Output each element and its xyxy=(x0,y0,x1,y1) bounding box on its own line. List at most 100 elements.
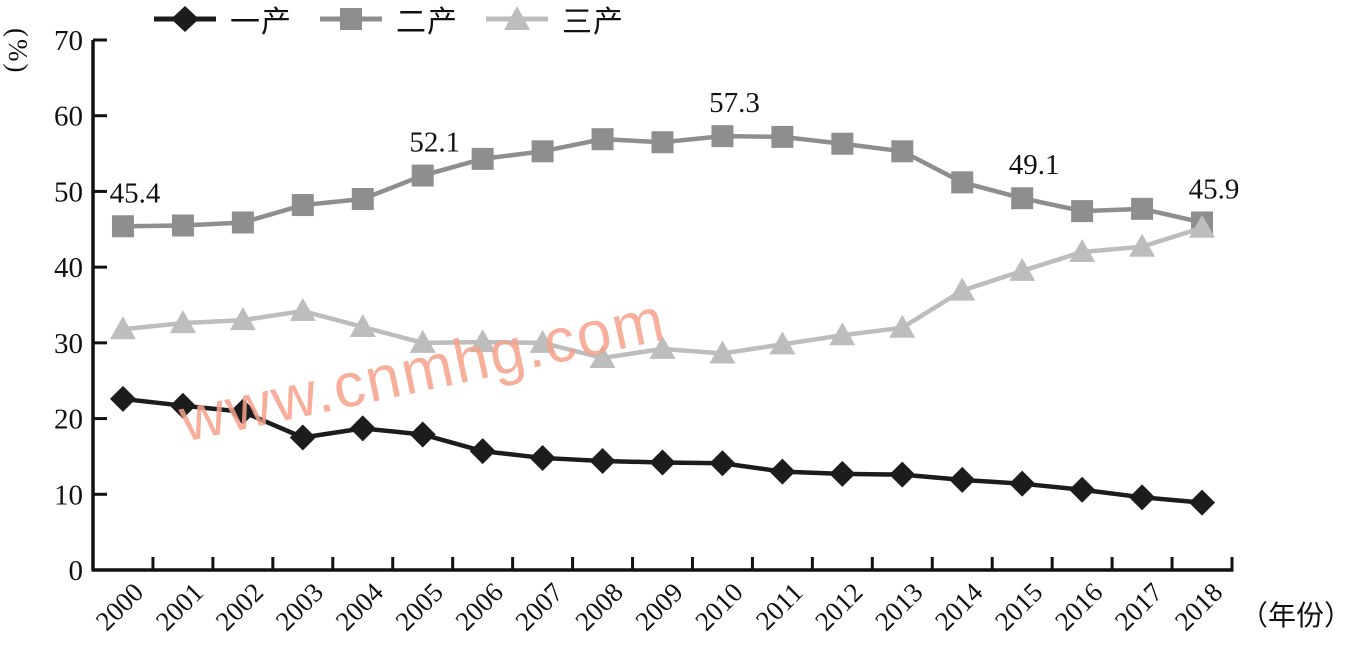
x-tick-label: 2008 xyxy=(569,577,628,636)
x-tick-label: 2002 xyxy=(210,577,269,636)
data-point xyxy=(411,164,434,187)
chart-legend: 一产 二产 三产 xyxy=(152,0,624,41)
y-tick-label: 20 xyxy=(54,404,83,436)
data-point xyxy=(591,128,614,151)
data-point xyxy=(951,171,974,194)
data-point xyxy=(589,345,616,368)
data-point xyxy=(829,322,856,346)
y-tick-label: 0 xyxy=(69,555,84,587)
data-point xyxy=(711,125,734,148)
data-point xyxy=(589,447,616,474)
data-point xyxy=(889,461,916,488)
data-point xyxy=(409,329,436,353)
data-point xyxy=(1009,470,1036,497)
data-point xyxy=(529,444,556,471)
legend-item-tertiary-industry: 三产 xyxy=(484,0,624,41)
data-point xyxy=(649,335,676,359)
axes xyxy=(91,40,1234,572)
x-tick-label: 2012 xyxy=(809,577,868,636)
x-tick-label: 2011 xyxy=(750,577,809,636)
data-point xyxy=(349,415,376,442)
x-tick-label: 2017 xyxy=(1109,577,1168,636)
x-tick-label: 2013 xyxy=(869,577,928,636)
triangle-marker-icon xyxy=(486,6,548,30)
x-tick-label: 2016 xyxy=(1049,577,1108,636)
data-point xyxy=(291,194,314,217)
data-point xyxy=(229,398,256,425)
y-tick-label: 10 xyxy=(54,479,83,511)
data-point xyxy=(1189,489,1216,516)
data-point xyxy=(831,132,854,155)
data-point xyxy=(469,329,496,353)
legend-label: 二产 xyxy=(396,6,458,39)
y-axis: 0 10 20 30 40 50 60 70 xyxy=(54,25,107,587)
x-tick-label: 2000 xyxy=(90,577,149,636)
data-point xyxy=(709,340,736,364)
data-point xyxy=(649,449,676,476)
x-tick-label: 2009 xyxy=(629,577,688,636)
data-point xyxy=(829,460,856,487)
data-point xyxy=(949,466,976,493)
x-tick-label: 2018 xyxy=(1169,577,1228,636)
data-point xyxy=(349,313,376,337)
data-point xyxy=(889,314,916,338)
data-point xyxy=(769,458,796,485)
data-label: 45.4 xyxy=(110,177,161,209)
data-point xyxy=(111,215,134,238)
square-marker-icon xyxy=(320,8,382,30)
legend-item-secondary-industry: 二产 xyxy=(318,0,458,41)
data-point xyxy=(109,316,136,340)
data-point xyxy=(169,392,196,419)
diamond-marker-icon xyxy=(154,6,216,32)
data-point xyxy=(531,140,554,163)
data-point xyxy=(529,329,556,353)
x-tick-label: 2006 xyxy=(450,577,509,636)
data-point xyxy=(469,438,496,465)
y-tick-label: 30 xyxy=(54,328,83,360)
data-point xyxy=(651,131,674,154)
x-tick-label: 2004 xyxy=(330,577,390,637)
x-tick-label: 2003 xyxy=(270,577,329,636)
data-point xyxy=(169,310,196,334)
data-label: 49.1 xyxy=(1009,149,1060,181)
data-point xyxy=(1009,257,1036,281)
data-point xyxy=(1189,214,1216,238)
data-point xyxy=(229,307,256,331)
y-tick-label: 70 xyxy=(54,25,83,57)
data-point xyxy=(1011,187,1034,210)
data-point xyxy=(769,331,796,355)
legend-label: 一产 xyxy=(230,6,292,39)
x-tick-label: 2015 xyxy=(989,577,1048,636)
data-point xyxy=(771,125,794,148)
x-tick-label: 2005 xyxy=(390,577,449,636)
data-label: 45.9 xyxy=(1189,173,1240,205)
data-point xyxy=(1069,476,1096,503)
y-tick-label: 60 xyxy=(54,101,83,133)
series-diamond xyxy=(109,385,1216,516)
y-axis-unit-label: (%) xyxy=(3,28,33,75)
data-point xyxy=(1129,233,1156,257)
x-tick-label: 2010 xyxy=(689,577,748,636)
x-tick-label: 2014 xyxy=(929,577,989,637)
x-tick-label: 2007 xyxy=(509,577,568,636)
series-triangle xyxy=(109,214,1216,368)
data-point xyxy=(231,211,254,234)
data-point xyxy=(709,450,736,477)
data-point xyxy=(1129,484,1156,511)
data-label: 52.1 xyxy=(409,127,460,159)
y-tick-label: 50 xyxy=(54,176,83,208)
data-point xyxy=(949,277,976,301)
x-axis-unit-label: （年份） xyxy=(1240,601,1348,632)
legend-label: 三产 xyxy=(562,6,624,39)
data-labels: 45.4 52.1 57.3 49.1 45.9 xyxy=(110,87,1240,209)
data-point xyxy=(471,147,494,170)
data-point xyxy=(171,214,194,237)
data-point xyxy=(1069,239,1096,262)
y-tick-label: 40 xyxy=(54,252,83,284)
data-label: 57.3 xyxy=(709,87,760,119)
data-point xyxy=(289,424,316,451)
legend-item-primary-industry: 一产 xyxy=(152,0,292,41)
data-point xyxy=(1131,197,1154,220)
